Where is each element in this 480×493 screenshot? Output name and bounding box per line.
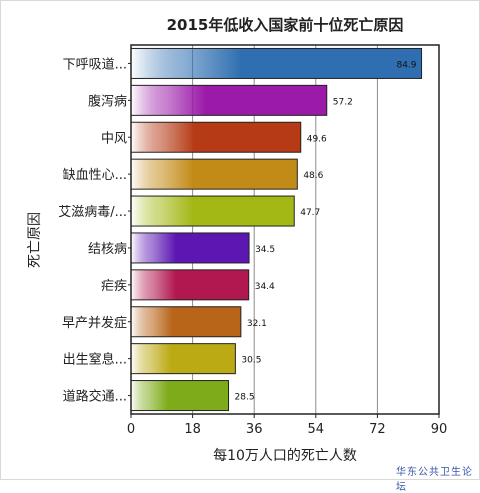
x-tick-label-0: 0 [127, 422, 135, 437]
bar-3 [130, 158, 298, 190]
x-tick-label-3: 54 [308, 422, 325, 437]
category-label-8: 出生窒息... [63, 352, 127, 368]
category-label-1: 腹泻病 [88, 93, 127, 109]
category-label-9: 道路交通... [63, 389, 127, 405]
x-tick-label-5: 90 [431, 422, 448, 437]
bar-9 [130, 380, 230, 412]
bar-chart-svg: 84.9 下呼吸道... 57.2 腹泻病 49.6 中风 48.6 缺血性心... 47.7 艾… [58, 44, 448, 437]
bar-7 [130, 306, 242, 338]
category-label-0: 下呼吸道... [63, 57, 127, 72]
bar-0 [130, 47, 423, 79]
bar-value-label-0: 84.9 [396, 60, 416, 70]
bar-5 [130, 232, 250, 264]
category-label-6: 疟疾 [101, 279, 127, 294]
category-label-7: 早产并发症 [62, 315, 127, 331]
bar-value-label-8: 30.5 [241, 356, 261, 366]
bar-value-label-2: 49.6 [307, 134, 327, 144]
plot-border [130, 44, 440, 415]
chart-title: 2015年低收入国家前十位死亡原因 [166, 16, 404, 34]
category-label-5: 结核病 [88, 242, 127, 257]
bar-1 [130, 84, 328, 116]
bar-value-label-9: 28.5 [235, 393, 255, 403]
bar-value-label-4: 47.7 [300, 208, 320, 218]
bar-value-label-7: 32.1 [247, 319, 267, 329]
x-tick-label-1: 18 [184, 422, 201, 437]
bar-8 [130, 343, 236, 375]
bar-value-label-5: 34.5 [255, 245, 275, 255]
category-label-4: 艾滋病毒/... [58, 205, 127, 220]
bar-6 [130, 269, 250, 301]
bar-2 [130, 121, 302, 153]
category-label-2: 中风 [101, 131, 127, 146]
bar-value-label-1: 57.2 [333, 97, 353, 107]
x-axis-label: 每10万人口的死亡人数 [213, 448, 357, 464]
x-tick-label-2: 36 [246, 422, 263, 437]
bar-value-label-6: 34.4 [255, 282, 275, 292]
bar-value-label-3: 48.6 [303, 171, 323, 181]
category-label-3: 缺血性心... [63, 168, 127, 183]
x-tick-label-4: 72 [369, 422, 386, 437]
bar-4 [130, 195, 295, 227]
